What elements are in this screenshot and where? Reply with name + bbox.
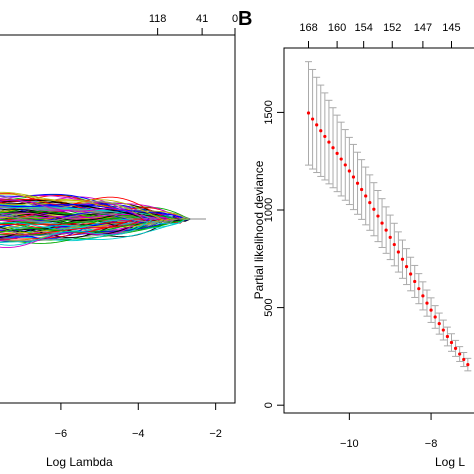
deviance-point	[413, 279, 417, 284]
deviance-point	[400, 257, 405, 261]
deviance-point	[355, 181, 360, 185]
panel-b-top-tick-label: 160	[328, 22, 346, 34]
deviance-point	[462, 357, 466, 362]
deviance-point	[425, 301, 429, 305]
panel-a-frame	[0, 34, 236, 404]
panel-a-x-axis-label: Log Lambda	[46, 455, 113, 469]
panel-b-x-tick-label: −8	[425, 438, 438, 450]
deviance-point	[441, 328, 445, 332]
deviance-point	[315, 123, 319, 127]
deviance-point	[376, 214, 380, 218]
deviance-point	[429, 308, 433, 312]
panel-b-y-tick-label: 500	[263, 298, 275, 316]
deviance-point	[368, 200, 372, 205]
panel-b-top-tick-label: 168	[299, 22, 317, 34]
panel-a-x-ticks: −6 −4 −2	[55, 403, 222, 440]
deviance-point	[417, 287, 421, 291]
deviance-point	[384, 228, 388, 232]
panel-b-y-tick-label: 1500	[263, 100, 275, 124]
deviance-point	[380, 221, 384, 225]
panel-a-top-tick-label: 118	[149, 13, 167, 25]
panel-a-x-tick-label: −6	[55, 428, 68, 440]
deviance-point	[458, 352, 462, 356]
panel-a-top-tick-label: 0	[232, 13, 238, 25]
deviance-point	[327, 140, 331, 144]
deviance-point	[364, 194, 368, 198]
deviance-point	[421, 294, 425, 298]
panel-b-frame	[283, 47, 474, 414]
deviance-point	[372, 207, 376, 211]
panel-a-coefficient-paths	[0, 191, 206, 249]
deviance-point	[388, 235, 392, 239]
panel-a-top-ticks: 118 41 0	[149, 13, 238, 35]
panel-a-top-tick-label: 41	[196, 13, 208, 25]
deviance-point	[433, 315, 437, 319]
coefficient-path	[0, 191, 206, 222]
panel-b-x-tick-label: −10	[340, 438, 359, 450]
deviance-point	[449, 340, 454, 345]
panel-b-label: B	[238, 8, 252, 30]
deviance-point	[404, 265, 409, 269]
panel-b-x-axis-label: Log L	[435, 455, 465, 469]
deviance-point	[335, 151, 339, 156]
deviance-point	[445, 334, 450, 339]
panel-a-x-tick-label: −4	[132, 428, 145, 440]
panel-b-top-tick-label: 152	[383, 22, 401, 34]
coefficient-path	[0, 212, 206, 221]
deviance-point	[347, 169, 351, 173]
panel-b-error-bars	[305, 61, 472, 372]
deviance-point	[437, 322, 441, 326]
panel-b-top-tick-label: 145	[442, 22, 460, 34]
deviance-point	[310, 117, 315, 121]
panel-b-points	[306, 111, 470, 367]
coefficient-path	[0, 204, 206, 220]
panel-b-top-tick-label: 154	[354, 22, 372, 34]
deviance-point	[323, 134, 327, 139]
panel-b-top-ticks: 168 160 154 152 147 145	[299, 22, 461, 48]
panel-b-x-ticks: −10 −8	[340, 413, 437, 450]
panel-a: −6 −4 −2 118 41 0 Log Lambda	[0, 13, 238, 469]
deviance-point	[466, 362, 470, 367]
deviance-point	[306, 111, 311, 115]
deviance-point	[351, 175, 356, 179]
deviance-point	[409, 272, 413, 276]
deviance-point	[392, 242, 396, 247]
deviance-point	[360, 187, 364, 192]
panel-a-x-tick-label: −2	[209, 428, 222, 440]
deviance-point	[453, 346, 458, 350]
deviance-point	[339, 157, 343, 161]
coefficient-path	[0, 196, 206, 224]
panel-b-y-tick-label: 1000	[263, 198, 275, 222]
coefficient-path	[0, 212, 206, 223]
deviance-point	[331, 146, 335, 150]
panel-b-y-tick-label: 0	[263, 402, 275, 408]
deviance-point	[343, 163, 347, 167]
panel-b-top-tick-label: 147	[414, 22, 432, 34]
deviance-point	[319, 129, 323, 133]
coefficient-path	[0, 218, 206, 230]
panel-b-y-ticks: 0 500 1000 1500	[263, 100, 284, 408]
panel-b-y-axis-label: Partial likelihood deviance	[252, 160, 266, 299]
deviance-point	[396, 250, 400, 254]
